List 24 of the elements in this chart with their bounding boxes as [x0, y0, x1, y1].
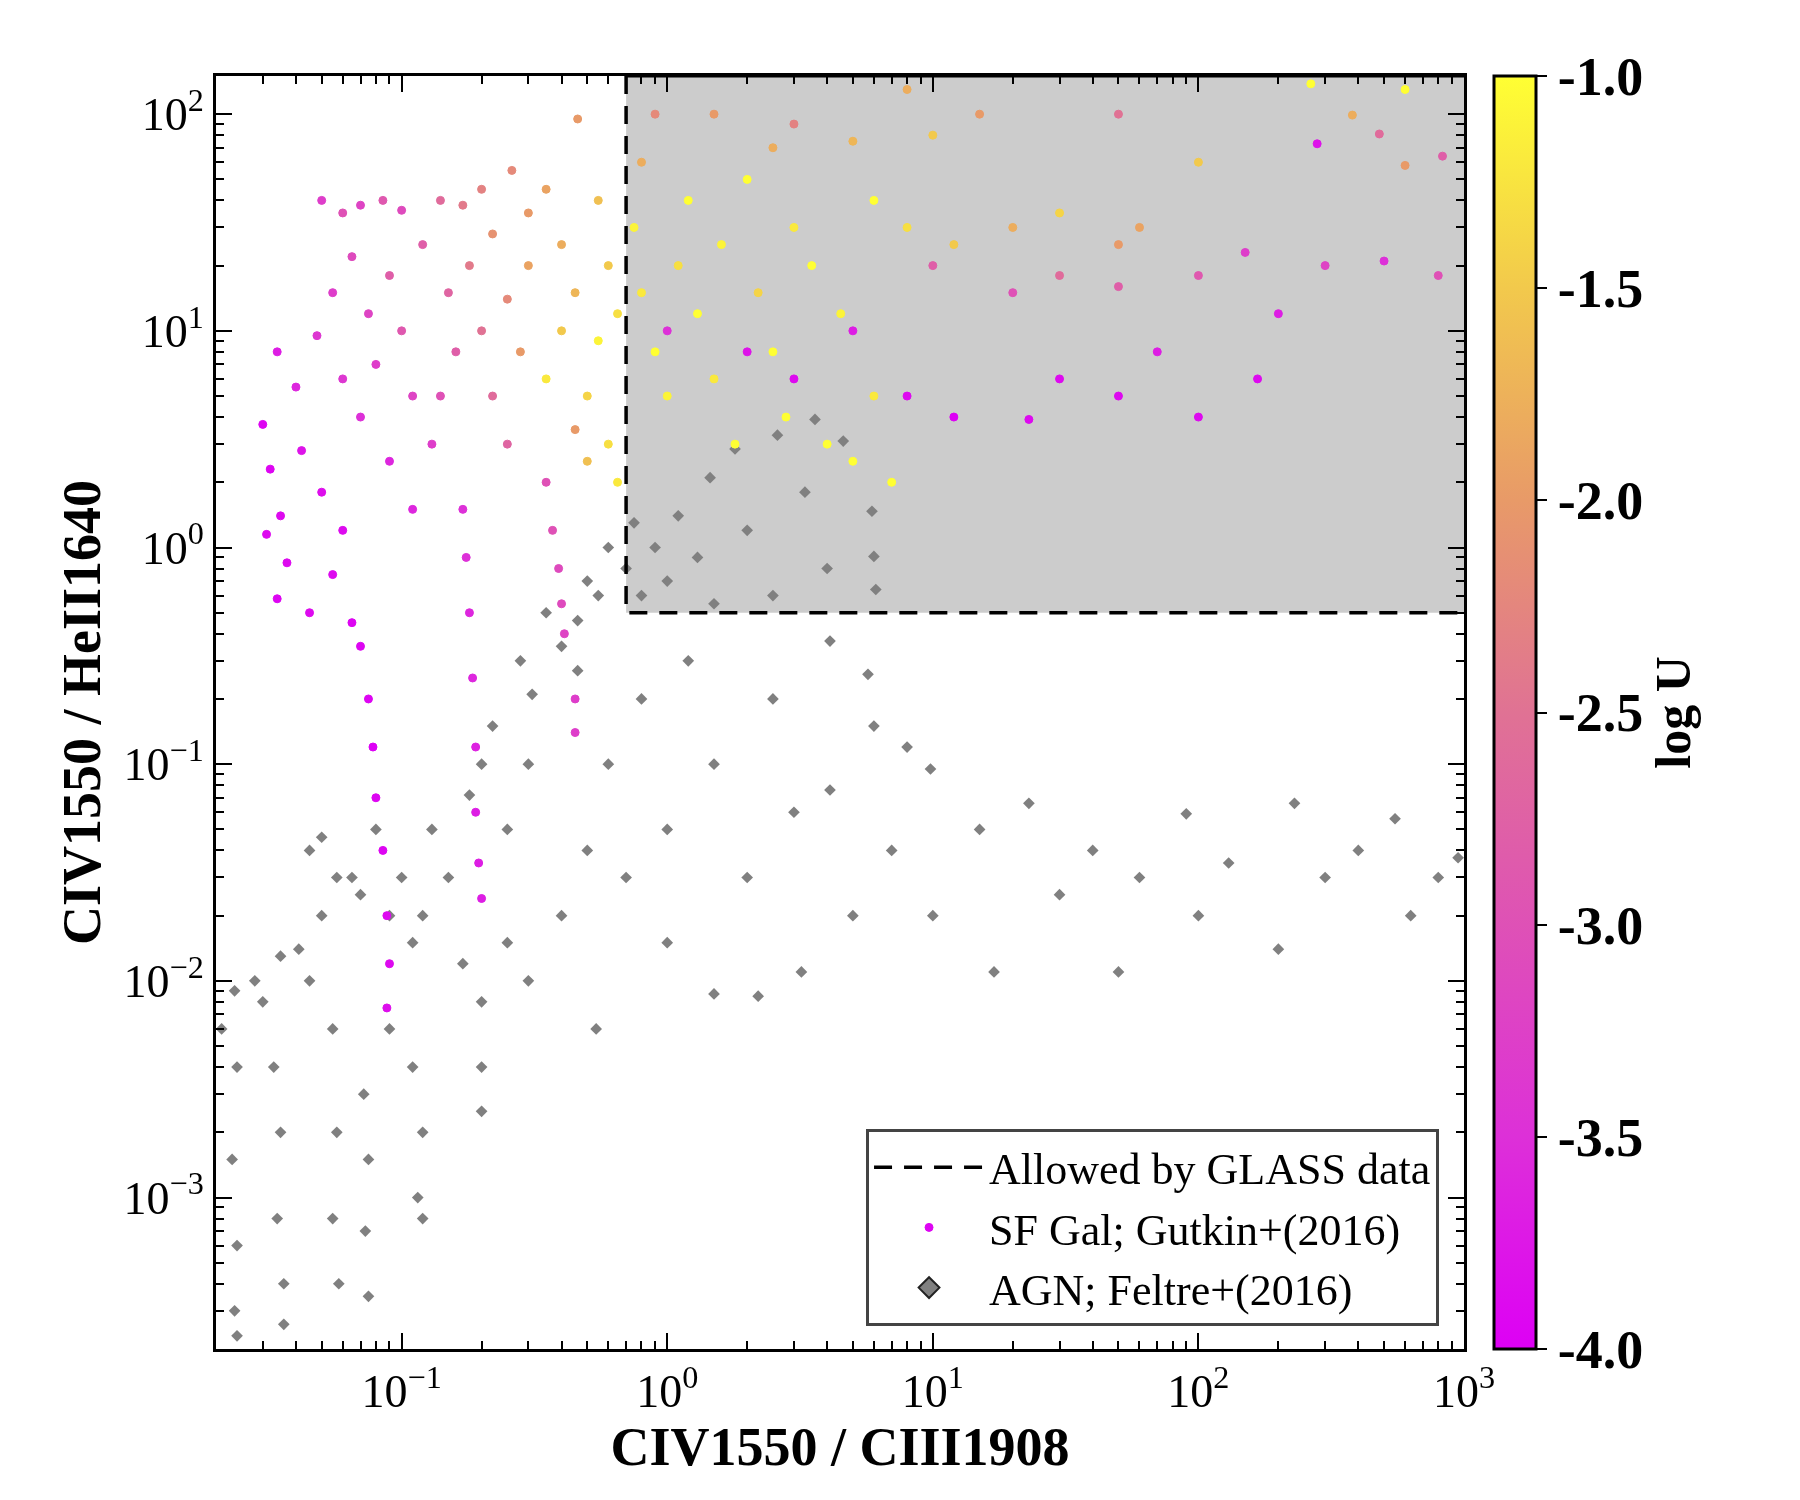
color-bar-label: -2.0: [1557, 471, 1644, 532]
legend-label: AGN; Feltre+(2016): [989, 1265, 1353, 1315]
legend-label: Allowed by GLASS data: [989, 1145, 1431, 1195]
y-tick-label: 10$^{2}$: [141, 81, 204, 141]
color-bar-title: log U: [1645, 656, 1702, 769]
x-tick-label: 10$^{3}$: [1432, 1358, 1496, 1418]
color-bar-label: -4.0: [1557, 1319, 1644, 1380]
color-bar-label: -3.0: [1557, 895, 1644, 956]
color-bar-label: -1.5: [1557, 259, 1644, 320]
color-bar-label: -3.5: [1557, 1107, 1644, 1168]
y-tick-label: 10$^{−1}$: [123, 731, 204, 791]
y-tick-label: 10$^{1}$: [141, 298, 204, 357]
legend-label: SF Gal; Gutkin+(2016): [989, 1205, 1401, 1255]
x-axis-title: CIV1550 / CIII1908: [610, 1417, 1070, 1478]
y-tick-label: 10$^{−3}$: [123, 1165, 204, 1224]
y-axis-title: CIV1550 / HeII1640: [52, 479, 113, 946]
x-tick-label: 10$^{1}$: [901, 1358, 964, 1418]
x-tick-label: 10$^{−1}$: [361, 1358, 442, 1418]
y-tick-label: 10$^{−2}$: [123, 948, 204, 1007]
color-bar-label: -1.0: [1557, 46, 1644, 107]
x-tick-label: 10$^{0}$: [636, 1358, 699, 1418]
y-tick-label: 10$^{0}$: [141, 515, 204, 574]
x-tick-label: 10$^{2}$: [1167, 1358, 1230, 1418]
color-bar-label: -2.5: [1557, 683, 1644, 744]
